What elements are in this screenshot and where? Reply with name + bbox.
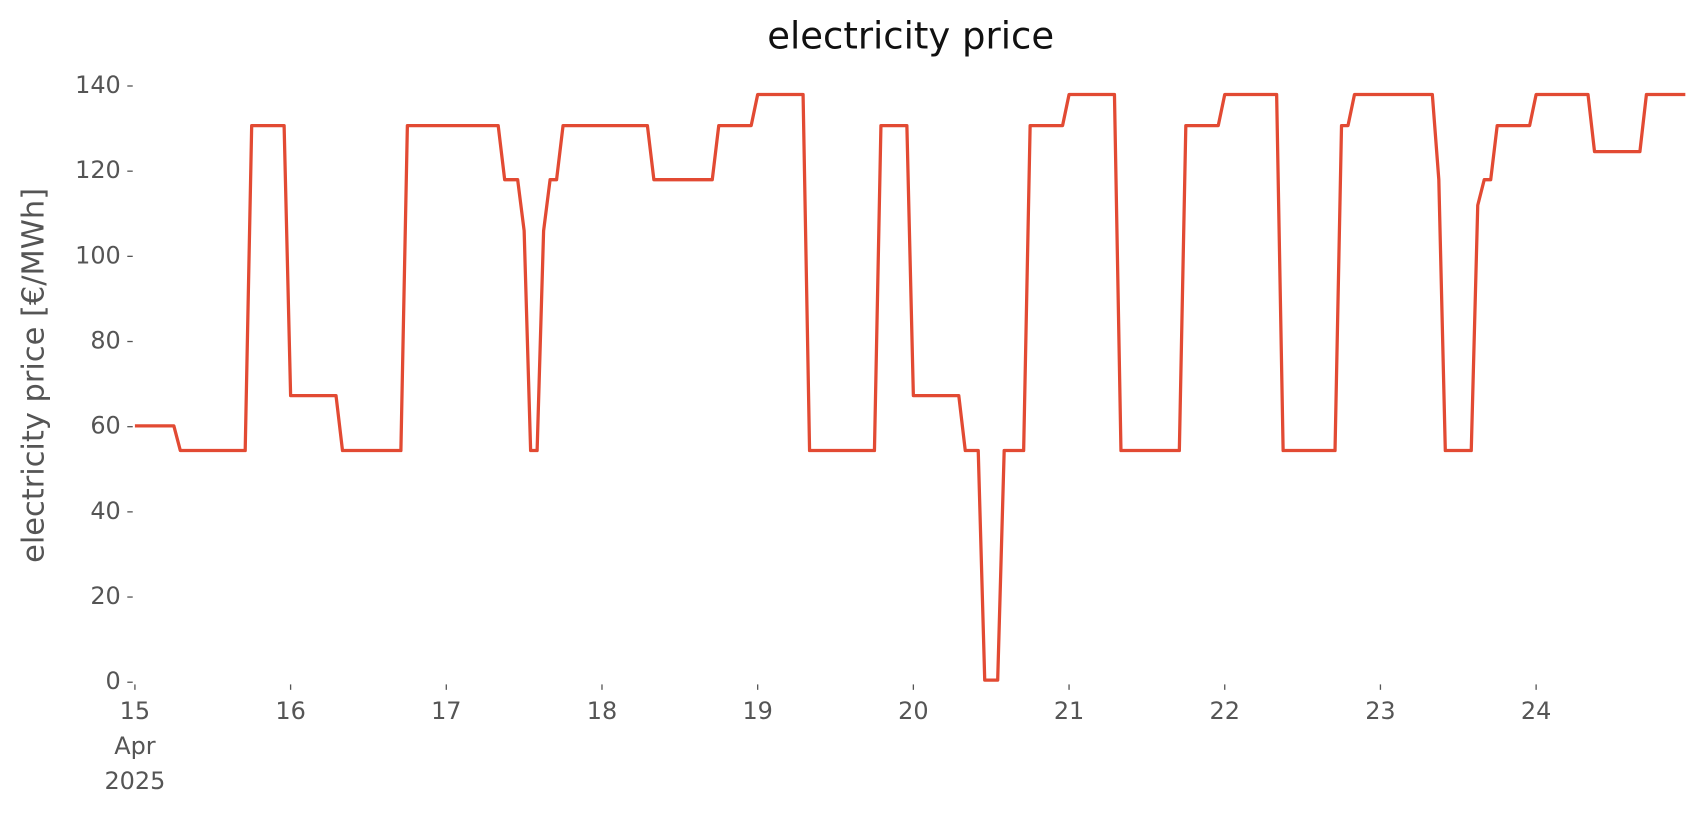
y-axis-label: electricity price [€/MWh] [16,188,51,563]
x-tick-label: 18 [587,697,617,725]
y-tick-label: 120 [75,156,121,184]
x-tick-label: 22 [1210,697,1240,725]
x-tick-label: 23 [1365,697,1395,725]
x-tick-label: 15 Apr 2025 [104,697,165,795]
x-tick-label: 19 [742,697,772,725]
chart-title: electricity price [767,15,1054,58]
y-tick-label: 0 [106,667,121,695]
x-tick-label: 16 [275,697,305,725]
x-tick-label: 24 [1521,697,1551,725]
x-tick-label: 21 [1054,697,1084,725]
x-tick-label: 20 [898,697,928,725]
y-tick-label: 20 [90,582,120,610]
y-tick-label: 80 [90,327,120,355]
y-tick-label: 140 [75,71,121,99]
y-tick-label: 100 [75,241,121,269]
y-tick-label: 60 [90,412,120,440]
x-tick-label: 17 [431,697,461,725]
y-tick-label: 40 [90,497,120,525]
price-line [134,92,1686,682]
